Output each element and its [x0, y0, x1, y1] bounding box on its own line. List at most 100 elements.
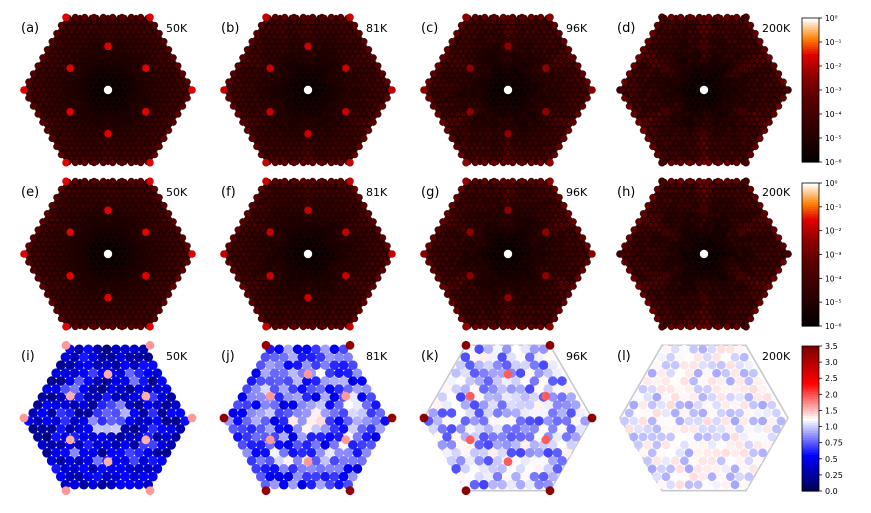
intensity-dot [175, 97, 181, 103]
intensity-dot [260, 34, 266, 40]
intensity-dot [344, 140, 350, 146]
intensity-dot [283, 24, 288, 30]
intensity-dot [514, 251, 519, 257]
intensity-dot [353, 222, 358, 228]
intensity-dot [181, 87, 187, 93]
intensity-dot [336, 116, 342, 122]
intensity-dot [86, 290, 91, 296]
intensity-dot [367, 266, 372, 271]
intensity-dot [114, 155, 119, 161]
intensity-dot [511, 131, 516, 137]
intensity-dot [483, 227, 488, 233]
intensity-dot [125, 212, 130, 218]
intensity-dot [511, 63, 516, 69]
intensity-dot [63, 222, 69, 228]
intensity-dot [339, 295, 344, 300]
intensity-dot [108, 77, 114, 83]
edge-dot [569, 54, 577, 62]
intensity-dot [105, 102, 111, 107]
intensity-dot [102, 232, 108, 238]
intensity-dot [249, 63, 255, 69]
intensity-dot [726, 19, 732, 25]
intensity-dot [519, 126, 525, 132]
intensity-dot [488, 188, 494, 194]
intensity-dot [698, 77, 704, 83]
intensity-dot [441, 97, 446, 103]
edge-dot [374, 62, 382, 70]
intensity-dot [651, 111, 656, 117]
intensity-dot [147, 48, 153, 54]
intensity-dot [553, 48, 558, 54]
intensity-dot [319, 19, 325, 25]
intensity-dot [60, 217, 66, 223]
intensity-dot [342, 39, 347, 44]
intensity-dot [656, 92, 662, 98]
intensity-dot [452, 212, 458, 218]
intensity-dot [378, 82, 384, 88]
intensity-dot [294, 73, 300, 78]
intensity-dot [547, 97, 553, 103]
intensity-dot [122, 150, 128, 156]
intensity-dot [567, 256, 572, 262]
intensity-dot [328, 92, 333, 98]
intensity-dot [679, 34, 684, 40]
intensity-dot [676, 116, 682, 122]
intensity-dot [514, 39, 519, 44]
intensity-dot [578, 82, 584, 88]
intensity-dot [66, 246, 72, 252]
intensity-dot [508, 58, 514, 64]
intensity-dot [94, 63, 100, 69]
intensity-dot [732, 77, 738, 83]
edge-dot [653, 151, 661, 159]
intensity-dot [494, 92, 500, 98]
intensity-dot [322, 131, 328, 137]
intensity-dot [108, 48, 114, 54]
intensity-dot [743, 29, 749, 35]
intensity-dot [519, 232, 525, 238]
intensity-dot [116, 217, 122, 223]
intensity-dot [656, 140, 662, 146]
intensity-dot [679, 82, 684, 88]
intensity-dot [721, 29, 726, 35]
intensity-dot [69, 77, 74, 83]
intensity-dot [111, 256, 116, 262]
intensity-dot [116, 198, 122, 204]
intensity-dot [514, 68, 519, 73]
intensity-dot [86, 136, 91, 141]
intensity-dot [300, 150, 305, 156]
intensity-dot [300, 285, 305, 291]
intensity-dot [460, 34, 466, 40]
intensity-dot [266, 188, 272, 194]
intensity-dot [458, 107, 463, 112]
intensity-dot [328, 53, 333, 59]
intensity-dot [452, 107, 458, 112]
intensity-dot [297, 77, 302, 83]
intensity-dot [156, 63, 161, 69]
intensity-dot [291, 232, 297, 238]
intensity-dot [645, 111, 651, 117]
intensity-dot [74, 193, 80, 199]
intensity-dot [83, 237, 88, 242]
intensity-dot [505, 150, 511, 156]
intensity-dot [533, 188, 539, 194]
intensity-dot [55, 121, 60, 127]
intensity-dot [732, 87, 738, 93]
intensity-dot [446, 68, 452, 73]
intensity-dot [455, 82, 460, 88]
intensity-dot [746, 63, 752, 69]
intensity-dot [514, 77, 519, 83]
intensity-dot [505, 34, 511, 40]
intensity-dot [491, 68, 497, 73]
intensity-dot [244, 63, 249, 69]
intensity-dot [150, 246, 156, 252]
intensity-dot [446, 58, 452, 64]
intensity-dot [232, 246, 238, 252]
edge-dot [374, 226, 382, 234]
intensity-dot [314, 251, 319, 257]
intensity-dot [156, 208, 161, 213]
intensity-dot [361, 53, 367, 59]
intensity-dot [127, 266, 133, 271]
bragg-peak [346, 177, 354, 186]
edge-dot [644, 38, 652, 46]
intensity-dot [752, 111, 757, 117]
